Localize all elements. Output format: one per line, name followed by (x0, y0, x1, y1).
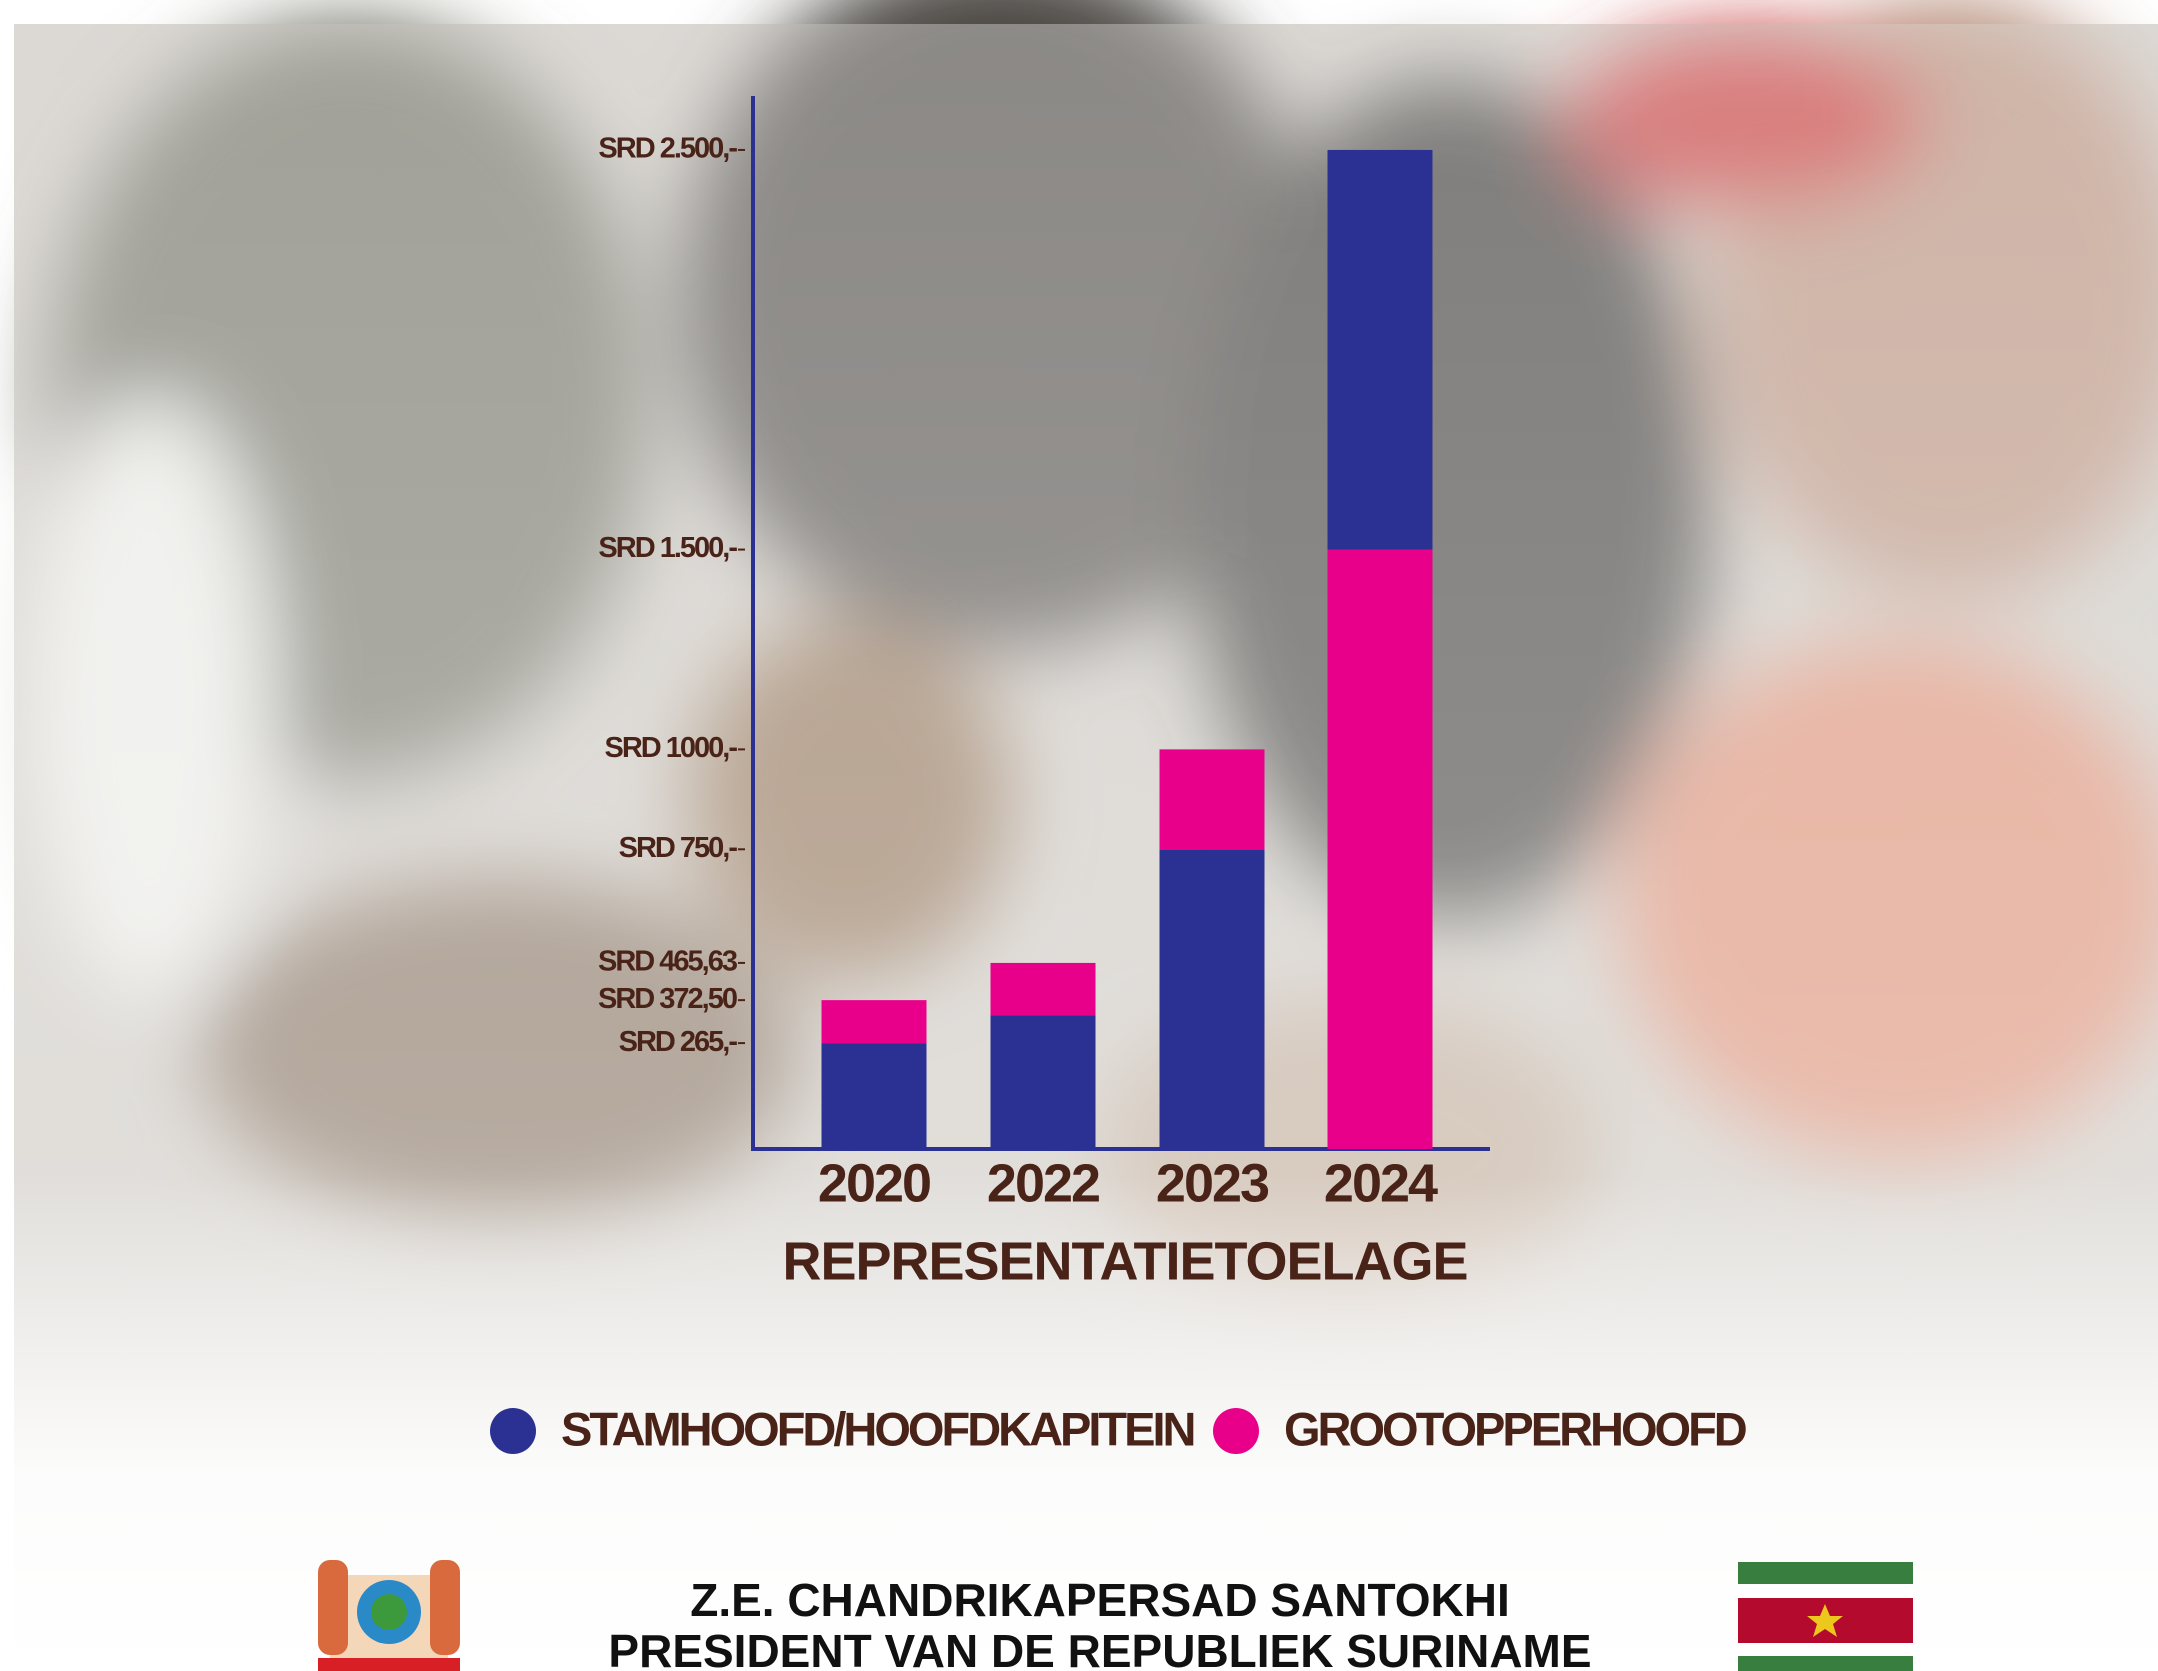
background-photo (14, 0, 2158, 1671)
bar-segment (1327, 149, 1433, 550)
y-tick-label: SRD 1000,- (604, 732, 737, 764)
y-tick-label: SRD 750,- (619, 832, 738, 864)
y-tick-label: SRD 465,63 (598, 946, 738, 978)
chart-title: REPRESENTATIETOELAGE (782, 1231, 1467, 1291)
bar-segment (990, 962, 1096, 1016)
legend-label: GROOTOPPERHOOFD (1284, 1402, 1746, 1455)
flag (1738, 1562, 1913, 1671)
bar-segment (821, 1043, 927, 1149)
bar-segment (1327, 549, 1433, 1149)
footer-line-1: Z.E. CHANDRIKAPERSAD SANTOKHI (690, 1574, 1510, 1626)
x-tick-label: 2020 (818, 1153, 930, 1213)
bar-segment (821, 1000, 927, 1044)
y-tick-label: SRD 2.500,- (598, 133, 737, 165)
bar-segment (1159, 849, 1265, 1149)
x-tick-label: 2023 (1156, 1153, 1269, 1213)
y-tick-label: SRD 1.500,- (598, 532, 737, 564)
y-tick-label: SRD 265,- (619, 1026, 738, 1058)
footer-line-2: PRESIDENT VAN DE REPUBLIEK SURINAME (608, 1625, 1591, 1671)
bar-segment (1159, 749, 1265, 850)
legend-label: STAMHOOFD/HOOFDKAPITEIN (561, 1402, 1194, 1455)
bar-segment (990, 1015, 1096, 1149)
footer: Z.E. CHANDRIKAPERSAD SANTOKHI PRESIDENT … (318, 1560, 1913, 1671)
x-tick-label: 2022 (987, 1153, 1099, 1213)
coat-of-arms (318, 1560, 460, 1671)
x-tick-label: 2024 (1324, 1153, 1438, 1213)
legend-swatch (1213, 1408, 1259, 1454)
y-tick-label: SRD 372,50 (598, 983, 737, 1015)
legend-swatch (490, 1408, 536, 1454)
